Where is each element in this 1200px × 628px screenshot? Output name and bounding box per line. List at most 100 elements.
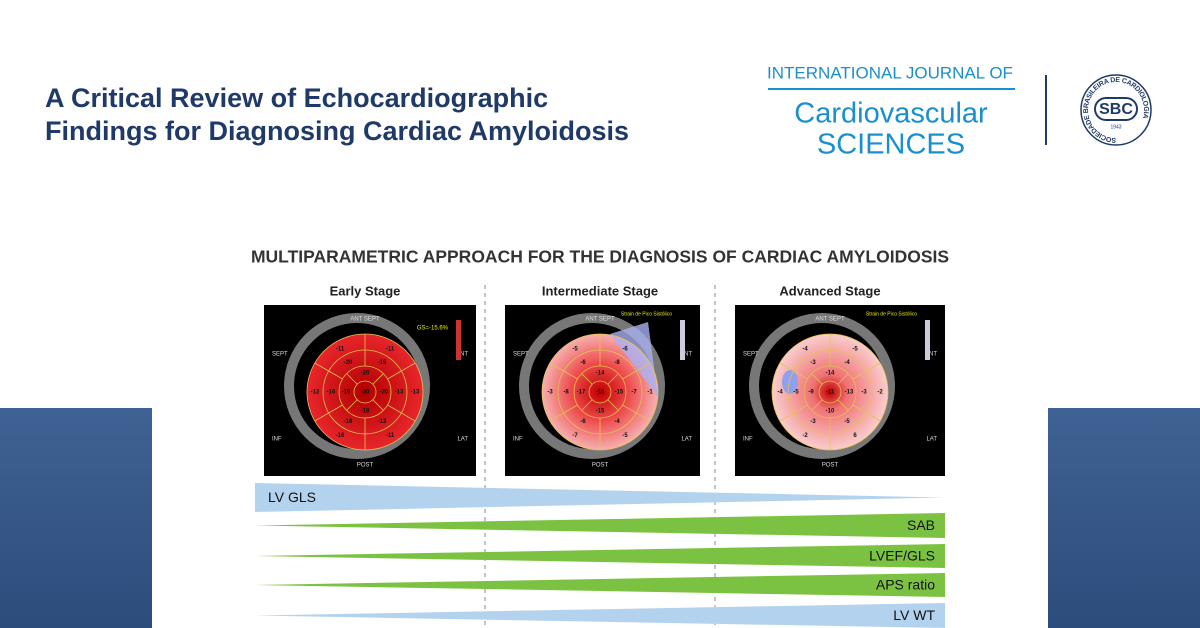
segment-value: -7 [572,433,578,439]
orientation-label: POST [357,463,374,469]
segment-line [779,404,808,422]
segment-value: -6 [580,360,586,366]
track [284,313,430,459]
segment-line [852,362,881,380]
orientation-label: SEPT [272,352,288,358]
orientation-label: ANT SEPT [815,317,845,323]
segment-value: -18 [361,409,370,415]
segment-value: -30 [361,390,370,396]
parameter-label: LVEF/GLS [869,548,935,564]
segment-line [581,373,593,385]
seal-ring [1080,74,1152,146]
figure-title: MULTIPARAMETRIC APPROACH FOR THE DIAGNOS… [251,247,949,267]
parameter-label: LV GLS [268,489,316,505]
segment-value: -8 [563,390,569,396]
segment-line [549,362,578,380]
segment-value: -17 [577,390,586,396]
segment-value: -5 [844,419,850,425]
segment-value: -20 [344,360,353,366]
strain-region [610,322,658,397]
orientation-label: ANT [680,352,692,358]
ring [353,380,377,404]
segment-value: -3 [810,419,816,425]
segment-line [372,399,384,411]
segment-value: -2 [802,433,808,439]
segment-value: -5 [622,433,628,439]
segment-value: -2 [877,390,883,396]
segment-value: -11 [826,390,835,396]
segment-value: -8 [614,360,620,366]
segment-value: -9 [808,390,814,396]
segment-value: -13 [378,419,387,425]
color-scale [925,320,930,360]
track [519,313,665,459]
segment-value: -12 [311,390,320,396]
segment-value: -6 [622,346,628,352]
segment-value: -11 [386,346,395,352]
segment-value: -10 [826,409,835,415]
segment-value: -14 [826,371,835,377]
segment-value: -4 [614,419,620,425]
segment-value: -5 [793,390,799,396]
parameter-wedge [255,544,945,568]
segment-value: -5 [852,346,858,352]
stage-name: Advanced Stage [779,283,880,298]
parameter-wedge [255,573,945,597]
segment-value: -13 [845,390,854,396]
segment-value: -15 [596,409,605,415]
article-title: A Critical Review of Echocardiographic [45,83,548,113]
segment-value: -16 [327,390,336,396]
parameter-label: APS ratio [876,577,935,593]
color-scale [680,320,685,360]
segment-line [581,399,593,411]
segment-value: -13 [395,390,404,396]
segment-line [372,373,384,385]
stage-name: Intermediate Stage [542,283,658,298]
segment-value: -16 [336,433,345,439]
orientation-label: POST [592,463,609,469]
segment-line [314,404,343,422]
parameter-wedge [255,513,945,538]
segment-value: -20 [380,390,389,396]
bullseye [307,334,423,450]
segment-value: -13 [411,390,420,396]
segment-value: -19 [342,390,351,396]
segment-value: -3 [810,360,816,366]
segment-line [622,362,651,380]
segment-value: -20 [361,371,370,377]
orientation-label: LAT [457,437,468,443]
segment-line [607,373,619,385]
segment-value: -7 [631,390,637,396]
segment-value: -3 [861,390,867,396]
ring [588,380,612,404]
segment-line [387,404,416,422]
segment-line [852,404,881,422]
orientation-label: LAT [681,437,692,443]
orientation-label: ANT [456,352,468,358]
segment-value: -1 [647,390,653,396]
segment-line [622,404,651,422]
journal-name: Cardiovascular [794,98,988,130]
orientation-label: SEPT [743,352,759,358]
segment-line [549,404,578,422]
panel-caption: Strain de Pico Sistólico [866,311,917,317]
journal-name: SCIENCES [817,129,965,161]
segment-value: -3 [547,390,553,396]
parameter-wedge [255,483,945,512]
orientation-label: ANT SEPT [350,317,380,323]
panel-caption: Strain de Pico Sistólico [621,311,672,317]
segment-line [346,399,358,411]
orientation-label: ANT SEPT [585,317,615,323]
parameter-label: LV WT [893,607,935,623]
strain-region [782,370,798,394]
seal-abbr: SBC [1099,101,1133,118]
parameter-wedge [255,603,945,628]
segment-value: -15 [615,390,624,396]
stage-name: Early Stage [330,283,401,298]
orientation-label: INF [272,437,282,443]
segment-line [607,399,619,411]
segment-value: -18 [596,390,605,396]
seal-year: 1943 [1110,124,1121,130]
orientation-label: ANT [925,352,937,358]
